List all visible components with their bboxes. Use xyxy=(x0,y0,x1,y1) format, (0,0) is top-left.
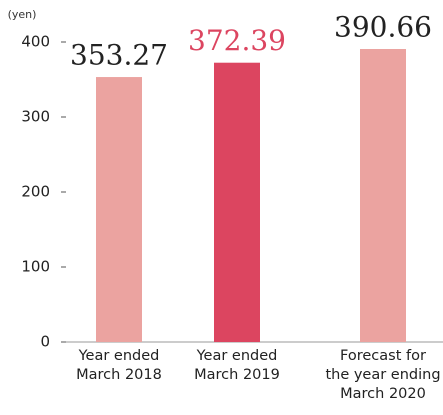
y-tick-label: 400 xyxy=(21,33,50,51)
y-tick-label: 0 xyxy=(40,333,50,351)
y-tick-label: 100 xyxy=(21,258,50,276)
x-tick-label: Year ended March 2019 xyxy=(194,348,280,383)
x-tick-label: Year ended March 2018 xyxy=(76,348,162,383)
unit-label: (yen) xyxy=(8,8,37,21)
bar xyxy=(96,77,142,343)
value-label: 390.66 xyxy=(334,11,432,44)
y-tick-label: 300 xyxy=(21,108,50,126)
value-label: 353.27 xyxy=(70,39,168,72)
bar xyxy=(360,49,406,342)
y-tick-label: 200 xyxy=(21,183,50,201)
bar xyxy=(214,62,260,343)
value-label: 372.39 xyxy=(188,24,286,57)
x-tick-label: Forecast for the year ending March 2020 xyxy=(325,348,441,402)
